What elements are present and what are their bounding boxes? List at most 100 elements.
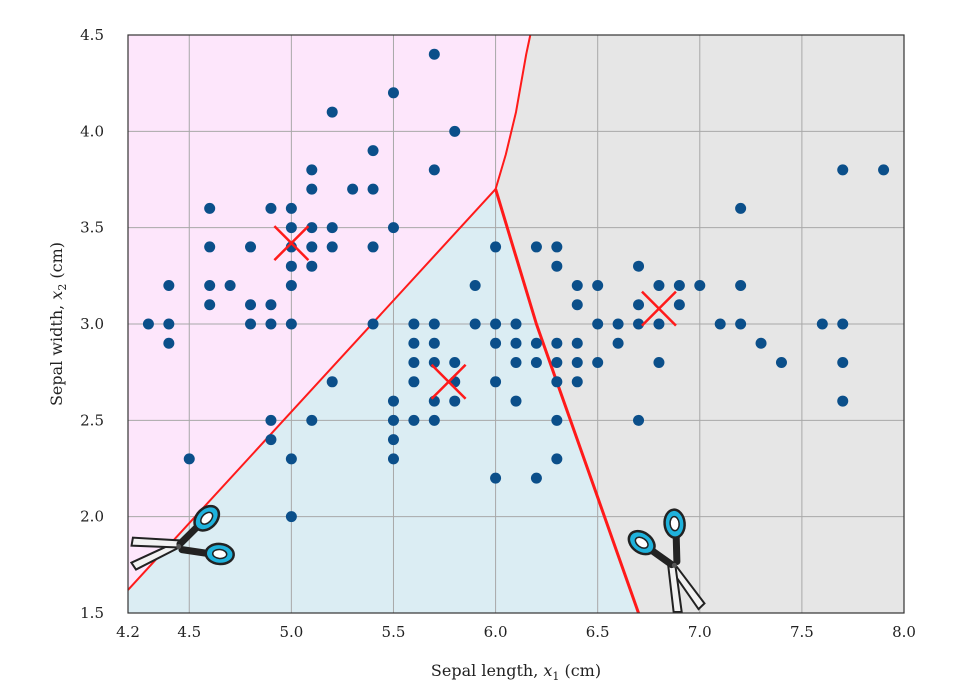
data-point [551,337,563,349]
data-point [224,279,236,291]
data-point [142,318,154,330]
data-point [387,395,399,407]
data-point [878,164,890,176]
data-point [428,318,440,330]
decision-boundaries [127,34,640,614]
data-point [612,337,624,349]
data-point [428,164,440,176]
data-point [571,337,583,349]
scissors-arm [178,546,213,558]
data-point [204,299,216,311]
y-tick-labels: 1.5 2.0 2.5 3.0 3.5 4.0 4.5 [80,26,104,622]
x-tick-labels: 4.2 4.5 5.0 5.5 6.0 6.5 7.0 7.5 8.0 [116,623,916,641]
data-point [837,395,849,407]
data-point [571,299,583,311]
data-point [653,279,665,291]
centroid-markers [273,225,677,400]
data-point [367,183,379,195]
data-point [735,318,747,330]
scissors-pivot [671,562,677,568]
data-point [490,337,502,349]
data-point [551,260,563,272]
data-point [694,279,706,291]
scissors-pivot [176,544,182,550]
x-axis-label: Sepal length, x1 (cm) [431,661,601,683]
data-point [775,357,787,369]
data-point [367,318,379,330]
data-point [530,241,542,253]
data-point [306,241,318,253]
data-point [633,299,645,311]
data-point [837,318,849,330]
data-point [551,357,563,369]
data-points [142,48,890,523]
data-point [285,202,297,214]
data-point [551,453,563,465]
data-point [735,202,747,214]
data-point [326,222,338,234]
y-tick-label: 4.0 [80,122,104,140]
data-point [387,414,399,426]
data-point [571,357,583,369]
data-point [530,357,542,369]
data-point [633,260,645,272]
centroid-stroke [273,225,310,261]
x-tick-label: 4.5 [177,623,201,641]
data-point [449,395,461,407]
data-point [245,318,257,330]
data-point [183,453,195,465]
data-point [530,337,542,349]
x-tick-label: 6.0 [484,623,508,641]
data-point [326,106,338,118]
data-point [265,434,277,446]
data-point [612,318,624,330]
centroid-marker [273,225,310,261]
data-point [469,318,481,330]
data-point [387,87,399,99]
data-point [265,299,277,311]
centroid-marker [430,363,467,400]
data-point [306,183,318,195]
data-point [163,337,175,349]
data-point [245,241,257,253]
data-point [530,472,542,484]
data-point [408,337,420,349]
centroid-stroke [430,363,467,400]
data-point [714,318,726,330]
data-point [673,279,685,291]
region-1 [128,35,531,590]
data-point [408,376,420,388]
boundary-line [127,188,497,591]
data-point [551,414,563,426]
scissors-handle-hole [200,511,214,525]
data-point [449,357,461,369]
data-point [633,414,645,426]
data-point [306,260,318,272]
centroid-stroke [641,290,677,327]
data-point [408,318,420,330]
scissors-handle-hole [211,548,228,560]
data-point [490,472,502,484]
data-point [265,414,277,426]
data-point [816,318,828,330]
data-point [469,279,481,291]
data-point [285,511,297,523]
data-point [408,414,420,426]
x-tick-label: 7.0 [688,623,712,641]
scissors-handle-hole [669,515,680,532]
data-point [571,376,583,388]
data-point [490,376,502,388]
data-point [510,395,522,407]
scissors-arm [672,530,681,566]
data-point [163,318,175,330]
data-point [510,318,522,330]
data-point [449,125,461,137]
data-point [326,376,338,388]
data-point [490,318,502,330]
scissors-icons [129,504,706,613]
data-point [204,279,216,291]
data-point [653,318,665,330]
data-point [285,453,297,465]
data-point [285,318,297,330]
data-point [367,145,379,157]
